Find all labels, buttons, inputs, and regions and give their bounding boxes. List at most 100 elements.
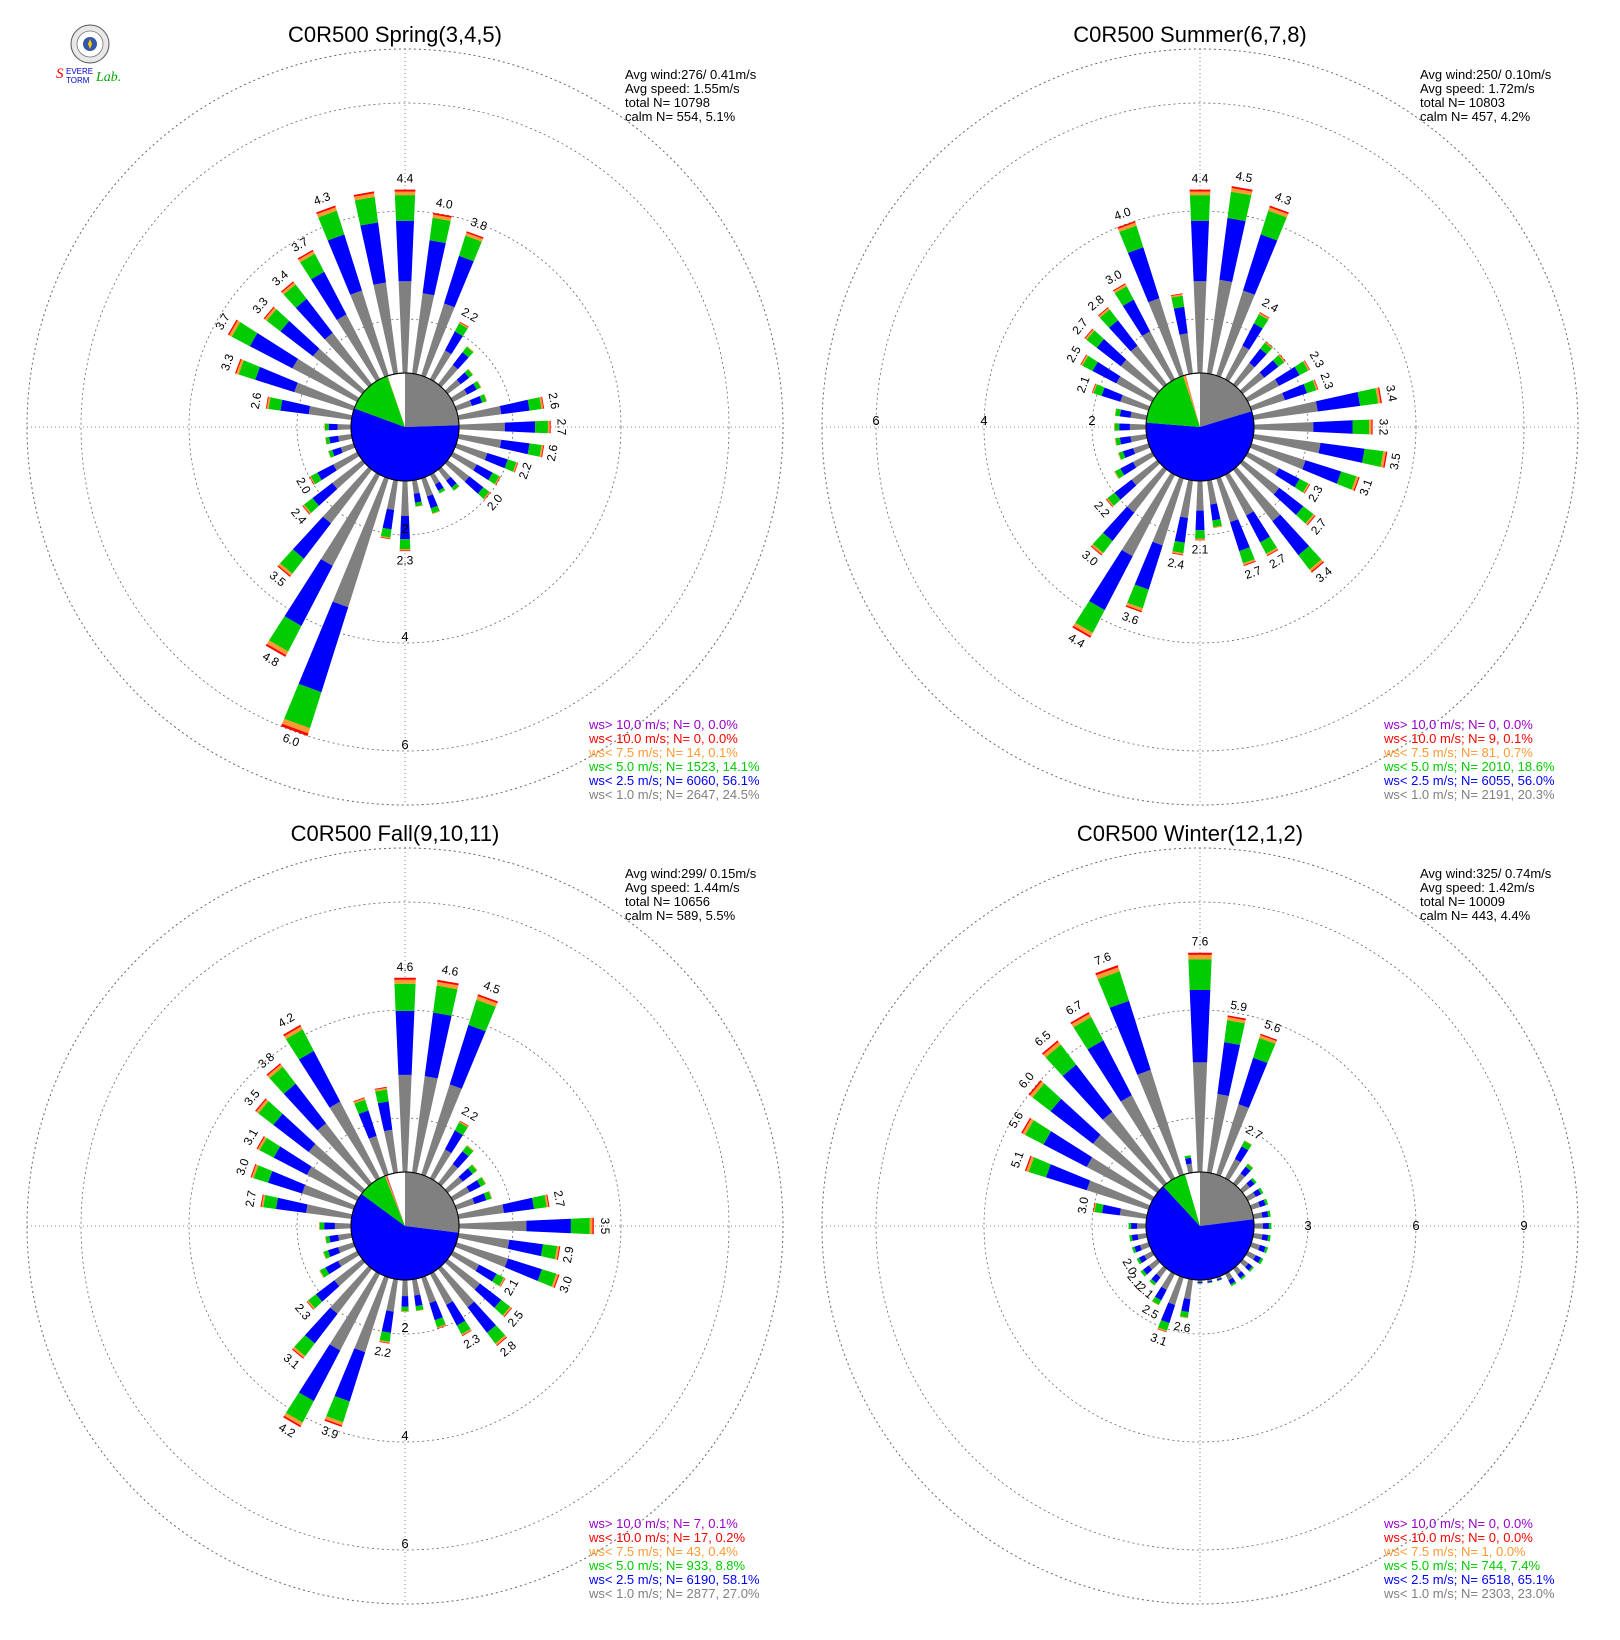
petal-segment <box>1260 210 1287 241</box>
petal-bar <box>1117 443 1151 460</box>
petal-segment <box>1130 345 1168 388</box>
petal-segment <box>368 1135 389 1177</box>
petal-segment <box>1383 451 1388 468</box>
petal-segment <box>394 977 416 980</box>
petal-segment <box>281 723 309 736</box>
pie-slice <box>1183 375 1200 427</box>
petal-segment <box>426 494 438 509</box>
petal-segment <box>255 366 298 393</box>
legend-entry: ws< 10.0 m/s; N= 17, 0.2% <box>588 1530 746 1545</box>
petal-segment <box>1131 1246 1137 1254</box>
petal-segment <box>325 1236 331 1244</box>
petal-segment <box>1249 348 1267 368</box>
petal-segment <box>1196 480 1204 511</box>
petal-segment <box>1131 1223 1138 1229</box>
pie-slice <box>351 408 460 481</box>
petal-value-label: 3.9 <box>320 1423 341 1442</box>
petal-segment <box>350 290 389 378</box>
ring <box>80 901 730 1551</box>
petal-bar <box>444 1164 478 1194</box>
legend-entry: ws< 2.5 m/s; N= 6060, 56.1% <box>588 773 760 788</box>
petal-segment <box>1073 622 1093 637</box>
petal-segment <box>477 994 498 1004</box>
petal-segment <box>381 1310 394 1333</box>
petal-segment <box>1305 514 1315 525</box>
petal-segment <box>589 1217 593 1235</box>
petal-segment <box>324 332 373 388</box>
petal-bar <box>444 368 474 395</box>
petal-segment <box>336 314 381 382</box>
petal-segment <box>380 527 392 538</box>
petal-bar: 6.0 <box>1016 1069 1161 1194</box>
petal-segment <box>1026 1156 1034 1172</box>
petal-segment <box>1275 468 1300 488</box>
petal-segment <box>1261 1234 1269 1241</box>
pie-slice <box>1200 373 1252 427</box>
petal-segment <box>1249 1201 1261 1210</box>
petal-segment <box>1273 487 1304 515</box>
petal-segment <box>1207 1280 1213 1283</box>
petal-segment <box>1216 1277 1222 1281</box>
petal-segment <box>1114 468 1125 479</box>
legend-entry: ws< 2.5 m/s; N= 6055, 56.0% <box>1383 773 1555 788</box>
petal-bar <box>1239 354 1286 395</box>
petal-bar <box>454 394 488 411</box>
petal-segment <box>450 389 468 403</box>
petal-segment <box>473 464 493 481</box>
petal-segment <box>1158 1320 1170 1331</box>
petal-segment <box>249 333 298 369</box>
petal-segment <box>1238 1057 1268 1108</box>
legend-entry: ws< 5.0 m/s; N= 744, 7.4% <box>1383 1558 1541 1573</box>
petal-segment <box>499 1277 506 1287</box>
petal-segment <box>1189 990 1211 1063</box>
petal-segment <box>401 480 409 516</box>
petal-bar <box>1249 1242 1269 1254</box>
petal-value-label: 2.1 <box>1074 374 1093 395</box>
petal-bar: 2.2 <box>373 1278 398 1360</box>
petal-segment <box>1266 547 1278 556</box>
petal-segment <box>422 240 446 296</box>
petal-bar <box>412 479 423 507</box>
petal-segment <box>1195 510 1205 531</box>
stats-line: Avg wind:299/ 0.15m/s <box>625 866 757 881</box>
petal-segment <box>332 447 343 457</box>
petal-value-label: 6.7 <box>1063 997 1085 1018</box>
petal-bar <box>1249 1198 1269 1210</box>
petal-segment <box>283 284 307 308</box>
petal-value-label: 6.5 <box>1032 1028 1054 1050</box>
petal-segment <box>260 1194 264 1208</box>
petal-segment <box>1279 354 1286 362</box>
ring-label: 3 <box>1304 1218 1311 1233</box>
petal-segment <box>459 321 469 328</box>
petal-bar <box>401 1279 409 1312</box>
petal-segment <box>1260 1033 1278 1042</box>
petal-segment <box>1120 461 1137 476</box>
petal-segment <box>1103 506 1135 541</box>
ring <box>983 1009 1417 1443</box>
petal-segment <box>329 1101 381 1181</box>
petal-segment <box>325 1416 344 1426</box>
petal-segment <box>360 222 386 285</box>
petal-segment <box>285 1392 314 1423</box>
petal-segment <box>1313 420 1353 434</box>
pie-slice <box>405 1172 460 1233</box>
petal-segment <box>532 1195 547 1209</box>
petal-value-label: 4.4 <box>397 172 414 186</box>
petal-segment <box>1249 392 1285 411</box>
petal-segment <box>1041 1040 1059 1055</box>
petal-segment <box>446 476 457 488</box>
petal-segment <box>1232 1173 1245 1187</box>
petal-segment <box>1115 408 1121 417</box>
petal-segment <box>292 1346 306 1358</box>
petal-value-label: 3.5 <box>241 1086 263 1108</box>
petal-value-label: 3.1 <box>1356 477 1375 498</box>
petal-segment <box>462 1145 474 1157</box>
petal-segment <box>1241 1140 1252 1151</box>
petal-segment <box>1114 471 1120 479</box>
petal-bar: 2.1 <box>450 1250 522 1298</box>
ring-label: 2 <box>401 1320 408 1335</box>
petal-segment <box>1096 339 1127 367</box>
petal-segment <box>500 1278 506 1287</box>
petal-segment <box>1267 1235 1271 1242</box>
petal-segment <box>394 191 416 196</box>
